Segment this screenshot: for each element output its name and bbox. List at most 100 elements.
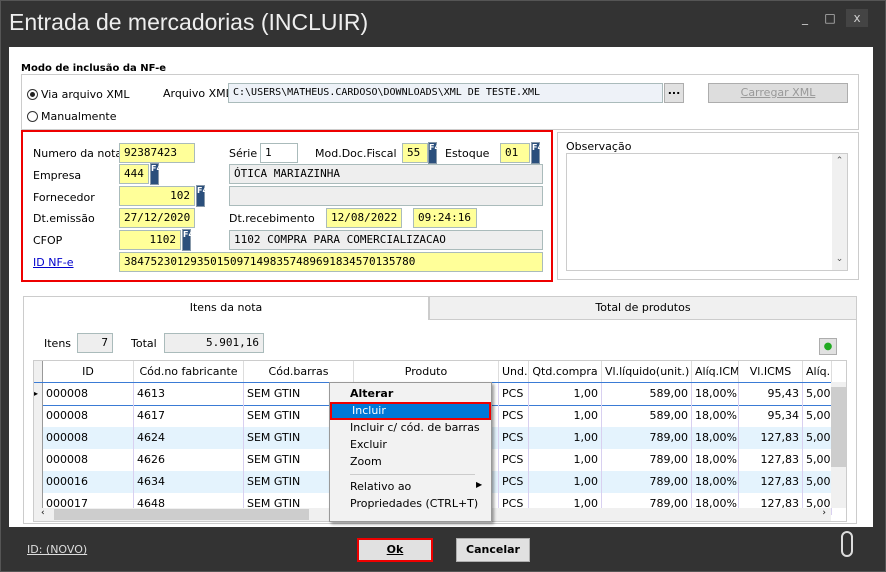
grid-cell: 789,00 bbox=[602, 449, 692, 471]
context-menu-item[interactable]: Relativo ao bbox=[350, 480, 412, 493]
id-nfe-input[interactable]: 3847523012935015097149835748969183457013… bbox=[119, 252, 543, 272]
empresa-lookup-button[interactable]: F4 bbox=[150, 163, 162, 185]
grid-cell: PCS bbox=[499, 405, 529, 427]
via-xml-label: Via arquivo XML bbox=[41, 88, 130, 101]
window-title: Entrada de mercadorias (INCLUIR) bbox=[9, 9, 369, 35]
row-indicator[interactable] bbox=[34, 427, 43, 449]
grid-vertical-scrollbar[interactable] bbox=[831, 382, 846, 508]
column-header[interactable]: Vl.líquido(unit.) bbox=[602, 361, 692, 382]
grid-cell: 18,00% bbox=[692, 383, 739, 405]
minimize-button[interactable]: _ bbox=[802, 11, 808, 25]
grid-cell bbox=[354, 383, 499, 405]
column-header[interactable]: Cód.barras bbox=[244, 361, 354, 382]
row-indicator[interactable] bbox=[34, 471, 43, 493]
recebimento-input[interactable]: 12/08/2022 bbox=[326, 208, 402, 228]
grid-cell bbox=[354, 449, 499, 471]
row-indicator[interactable]: ▸ bbox=[34, 383, 43, 405]
grid-cell: 789,00 bbox=[602, 493, 692, 515]
cfop-lookup-button[interactable]: F4 bbox=[182, 229, 194, 251]
id-nfe-link[interactable]: ID NF-e bbox=[33, 256, 74, 269]
estoque-label: Estoque bbox=[445, 147, 490, 160]
id-novo-link[interactable]: ID: (NOVO) bbox=[27, 543, 88, 556]
attachment-paperclip-icon[interactable] bbox=[841, 531, 853, 557]
fornecedor-input[interactable]: 102 bbox=[119, 186, 195, 206]
itens-label: Itens bbox=[44, 337, 72, 350]
close-button[interactable]: x bbox=[846, 9, 868, 27]
grid-cell: 5,00% bbox=[803, 383, 832, 405]
context-menu-item[interactable]: Incluir c/ cód. de barras bbox=[350, 421, 480, 434]
context-menu-item[interactable]: Incluir bbox=[330, 402, 491, 420]
table-row[interactable]: 000008 4626 SEM GTIN PCS 1,00 789,00 18,00% 127… bbox=[34, 449, 832, 471]
header-fields-group bbox=[21, 130, 553, 282]
hora-input[interactable]: 09:24:16 bbox=[413, 208, 477, 228]
browse-button[interactable]: ... bbox=[664, 83, 684, 103]
grid-cell: 000008 bbox=[43, 449, 134, 471]
grid-cell: 95,43 bbox=[739, 383, 803, 405]
empresa-input[interactable]: 444 bbox=[119, 164, 149, 184]
grid-header-corner[interactable] bbox=[34, 361, 43, 382]
column-header[interactable]: Cód.no fabricante bbox=[134, 361, 244, 382]
grid-cell: 95,34 bbox=[739, 405, 803, 427]
grid-cell: 18,00% bbox=[692, 471, 739, 493]
column-header[interactable]: Qtd.compra bbox=[529, 361, 602, 382]
fornecedor-name-field bbox=[229, 186, 543, 206]
cancel-button[interactable]: Cancelar bbox=[456, 538, 530, 562]
column-header[interactable]: Alíq.ICMS bbox=[692, 361, 739, 382]
estoque-input[interactable]: 01 bbox=[500, 143, 530, 163]
context-menu-item[interactable]: Propriedades (CTRL+T) bbox=[350, 497, 479, 510]
column-header[interactable]: Vl.ICMS bbox=[739, 361, 803, 382]
observacao-group bbox=[557, 132, 859, 280]
maximize-button[interactable]: □ bbox=[824, 11, 836, 25]
numero-input[interactable]: 92387423 bbox=[119, 143, 195, 163]
table-row[interactable]: 000017 4648 SEM GTIN PCS 1,00 789,00 18,00% 127… bbox=[34, 493, 832, 515]
row-indicator[interactable] bbox=[34, 405, 43, 427]
column-header[interactable]: ID bbox=[43, 361, 134, 382]
grid-cell: 789,00 bbox=[602, 471, 692, 493]
column-header[interactable]: Produto bbox=[354, 361, 499, 382]
estoque-lookup-button[interactable]: F4 bbox=[531, 142, 543, 164]
grid-cell: 4617 bbox=[134, 405, 244, 427]
cfop-input[interactable]: 1102 bbox=[119, 230, 181, 250]
grid-options-icon[interactable]: ● bbox=[819, 338, 837, 355]
grid-cell: 4624 bbox=[134, 427, 244, 449]
tab-panel bbox=[23, 319, 857, 524]
serie-input[interactable]: 1 bbox=[260, 143, 298, 163]
observacao-scrollbar[interactable]: ⌃ ⌄ bbox=[832, 154, 847, 270]
mod-input[interactable]: 55 bbox=[402, 143, 428, 163]
row-indicator[interactable] bbox=[34, 493, 43, 515]
grid-cell bbox=[354, 427, 499, 449]
mod-lookup-button[interactable]: F4 bbox=[428, 142, 440, 164]
observacao-textarea[interactable] bbox=[566, 153, 848, 271]
manual-radio[interactable] bbox=[27, 111, 38, 122]
grid-cell: 5,00% bbox=[803, 427, 832, 449]
via-xml-radio[interactable] bbox=[27, 89, 38, 100]
grid-cell bbox=[354, 493, 499, 515]
context-menu-item[interactable]: Zoom bbox=[350, 455, 382, 468]
tab-total-de-produtos[interactable]: Total de produtos bbox=[429, 296, 857, 320]
column-header[interactable]: Alíq.IF bbox=[803, 361, 832, 382]
load-xml-button[interactable]: Carregar XML bbox=[708, 83, 848, 103]
grid-cell: 18,00% bbox=[692, 427, 739, 449]
grid-cell: 1,00 bbox=[529, 449, 602, 471]
empresa-label: Empresa bbox=[33, 169, 82, 182]
emissao-label: Dt.emissão bbox=[33, 212, 95, 225]
grid-cell: 18,00% bbox=[692, 449, 739, 471]
xml-path-input[interactable]: C:\USERS\MATHEUS.CARDOSO\DOWNLOADS\XML D… bbox=[228, 83, 663, 103]
tab-itens-da-nota[interactable]: Itens da nota bbox=[23, 296, 429, 320]
ok-button[interactable]: Ok bbox=[357, 538, 433, 562]
grid-cell: 5,00% bbox=[803, 449, 832, 471]
grid-cell: PCS bbox=[499, 427, 529, 449]
emissao-input[interactable]: 27/12/2020 bbox=[119, 208, 195, 228]
grid-cell: PCS bbox=[499, 383, 529, 405]
context-menu-item[interactable]: Alterar bbox=[350, 387, 394, 400]
grid-cell: 789,00 bbox=[602, 427, 692, 449]
grid-cell bbox=[354, 471, 499, 493]
row-indicator[interactable] bbox=[34, 449, 43, 471]
serie-label: Série bbox=[229, 147, 258, 160]
grid-cell: 4626 bbox=[134, 449, 244, 471]
grid-cell bbox=[354, 405, 499, 427]
context-menu-item[interactable]: Excluir bbox=[350, 438, 387, 451]
grid-cell: 000008 bbox=[43, 405, 134, 427]
fornecedor-lookup-button[interactable]: F4 bbox=[196, 185, 208, 207]
column-header[interactable]: Und. bbox=[499, 361, 529, 382]
